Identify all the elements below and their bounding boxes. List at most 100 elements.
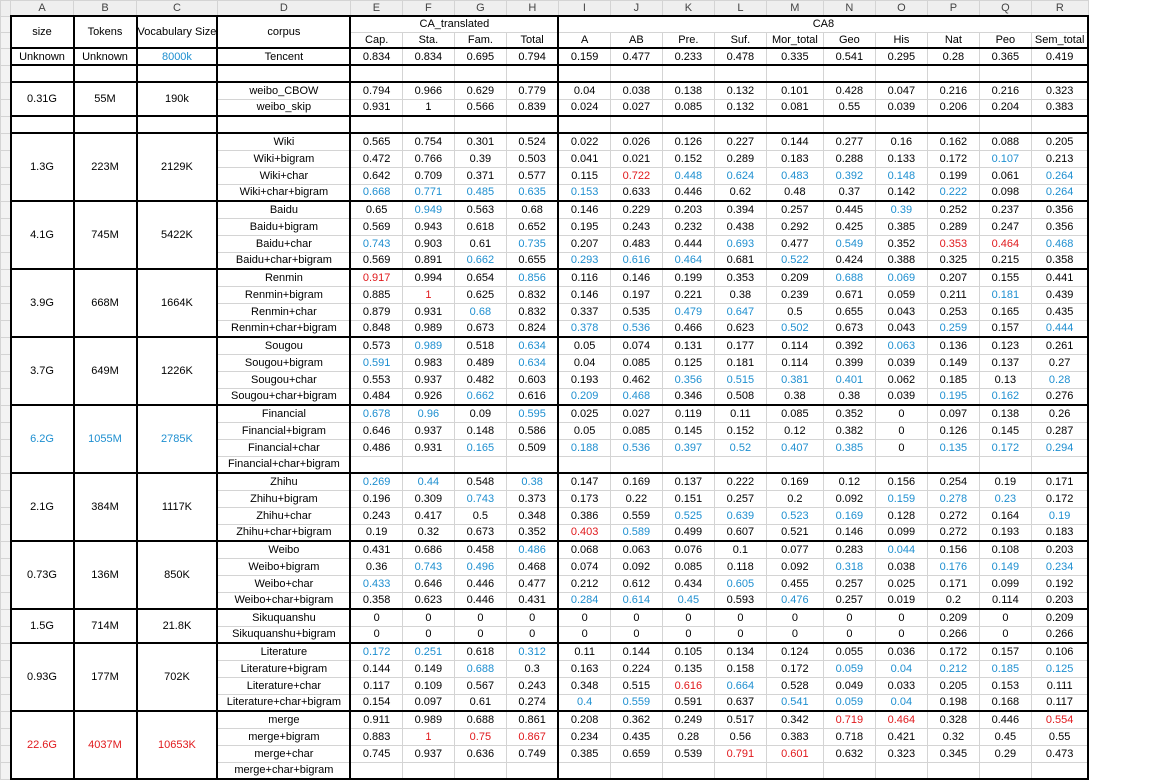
cell-k[interactable]: 0.085 xyxy=(661,557,715,576)
cell-f[interactable] xyxy=(401,761,455,780)
column-header-f[interactable]: F xyxy=(401,0,455,17)
corpus-cell[interactable]: Zhihu+char xyxy=(216,506,351,525)
row-number[interactable] xyxy=(0,15,11,33)
corpus-cell[interactable]: Baidu+char xyxy=(216,234,351,253)
corpus-cell[interactable]: Renmin+bigram xyxy=(216,285,351,304)
cell-g[interactable]: 0.371 xyxy=(453,166,507,185)
cell-o[interactable] xyxy=(874,115,928,134)
header-pre[interactable]: Pre. xyxy=(661,31,715,49)
cell-m[interactable] xyxy=(765,455,824,474)
cell-k[interactable]: 0.444 xyxy=(661,234,715,253)
cell-e[interactable]: 0.678 xyxy=(349,404,403,423)
header-vocabulary-size[interactable]: Vocabulary Size xyxy=(135,15,218,49)
cell-o[interactable]: 0.062 xyxy=(874,370,928,389)
cell-f[interactable]: 0.766 xyxy=(401,149,455,168)
corpus-cell[interactable]: weibo_skip xyxy=(216,98,351,117)
cell-e[interactable]: 0.65 xyxy=(349,200,403,219)
corpus-cell[interactable]: Weibo xyxy=(216,540,351,559)
cell-k[interactable]: 0.151 xyxy=(661,489,715,508)
cell-e[interactable]: 0.883 xyxy=(349,727,403,746)
cell-l[interactable]: 0.605 xyxy=(713,574,767,593)
cell-f[interactable]: 0.754 xyxy=(401,132,455,151)
cell-n[interactable]: 0.385 xyxy=(822,438,876,457)
tokens-cell[interactable]: Unknown xyxy=(72,47,137,66)
cell-g[interactable]: 0.688 xyxy=(453,659,507,678)
cell-n[interactable]: 0.673 xyxy=(822,319,876,338)
cell-e[interactable]: 0.668 xyxy=(349,183,403,202)
corpus-cell[interactable]: Baidu xyxy=(216,200,351,219)
cell-i[interactable]: 0.025 xyxy=(557,404,611,423)
cell-q[interactable]: 0.153 xyxy=(978,676,1032,695)
cell-h[interactable]: 0.312 xyxy=(505,642,559,661)
tokens-cell[interactable]: 136M xyxy=(72,540,137,610)
column-header-m[interactable]: M xyxy=(765,0,824,17)
vocabulary-size-cell[interactable]: 1664K xyxy=(135,268,218,338)
cell-e[interactable]: 0.243 xyxy=(349,506,403,525)
cell-p[interactable]: 0.172 xyxy=(926,642,980,661)
cell-r[interactable] xyxy=(1030,115,1090,134)
cell-m[interactable]: 0.114 xyxy=(765,336,824,355)
cell-q[interactable]: 0.204 xyxy=(978,98,1032,117)
cell-e[interactable]: 0.269 xyxy=(349,472,403,491)
row-number[interactable] xyxy=(0,676,11,695)
cell-l[interactable]: 0.289 xyxy=(713,149,767,168)
cell-h[interactable]: 0.431 xyxy=(505,591,559,610)
cell-n[interactable]: 0.541 xyxy=(822,47,876,66)
cell-r[interactable]: 0.266 xyxy=(1030,625,1090,644)
cell-r[interactable] xyxy=(1030,761,1090,780)
row-number[interactable] xyxy=(0,455,11,474)
cell-r[interactable]: 0.441 xyxy=(1030,268,1090,287)
cell-l[interactable]: 0.132 xyxy=(713,81,767,100)
cell-e[interactable]: 0.569 xyxy=(349,217,403,236)
header-sta[interactable]: Sta. xyxy=(401,31,455,49)
cell-q[interactable]: 0.29 xyxy=(978,744,1032,763)
cell-p[interactable]: 0.209 xyxy=(926,608,980,627)
cell-r[interactable] xyxy=(1030,455,1090,474)
corpus-cell[interactable]: Sikuquanshu xyxy=(216,608,351,627)
header-size[interactable]: size xyxy=(9,15,74,49)
cell-p[interactable]: 0.289 xyxy=(926,217,980,236)
cell-o[interactable]: 0.063 xyxy=(874,336,928,355)
cell-l[interactable]: 0.62 xyxy=(713,183,767,202)
cell-j[interactable]: 0.074 xyxy=(609,336,663,355)
cell-q[interactable] xyxy=(978,64,1032,83)
cell-i[interactable]: 0.04 xyxy=(557,353,611,372)
corpus-cell[interactable]: merge+char xyxy=(216,744,351,763)
cell-m[interactable]: 0.081 xyxy=(765,98,824,117)
cell-o[interactable]: 0.39 xyxy=(874,200,928,219)
cell-m[interactable] xyxy=(765,64,824,83)
cell-r[interactable]: 0.356 xyxy=(1030,200,1090,219)
cell-r[interactable]: 0.358 xyxy=(1030,251,1090,270)
cell-e[interactable] xyxy=(349,115,403,134)
cell-h[interactable]: 0.856 xyxy=(505,268,559,287)
cell-j[interactable]: 0 xyxy=(609,625,663,644)
cell-h[interactable]: 0.509 xyxy=(505,438,559,457)
column-header-a[interactable]: A xyxy=(10,0,74,17)
cell-n[interactable]: 0.382 xyxy=(822,421,876,440)
cell-q[interactable] xyxy=(978,115,1032,134)
cell-h[interactable]: 0.243 xyxy=(505,676,559,695)
cell-j[interactable]: 0.22 xyxy=(609,489,663,508)
cell-i[interactable]: 0.385 xyxy=(557,744,611,763)
corpus-cell[interactable]: Sougou+bigram xyxy=(216,353,351,372)
cell-r[interactable]: 0.261 xyxy=(1030,336,1090,355)
cell-q[interactable]: 0.155 xyxy=(978,268,1032,287)
cell-g[interactable]: 0.446 xyxy=(453,591,507,610)
cell-p[interactable]: 0.171 xyxy=(926,574,980,593)
cell-l[interactable]: 0.664 xyxy=(713,676,767,695)
cell-m[interactable]: 0.257 xyxy=(765,200,824,219)
cell-f[interactable]: 0.989 xyxy=(401,336,455,355)
cell-p[interactable]: 0.185 xyxy=(926,370,980,389)
cell-o[interactable]: 0.059 xyxy=(874,285,928,304)
cell-i[interactable]: 0.163 xyxy=(557,659,611,678)
cell-q[interactable]: 0.099 xyxy=(978,574,1032,593)
cell-m[interactable]: 0.292 xyxy=(765,217,824,236)
cell-n[interactable]: 0 xyxy=(822,608,876,627)
cell-m[interactable]: 0.521 xyxy=(765,523,824,542)
cell-h[interactable] xyxy=(505,64,559,83)
cell-i[interactable]: 0.068 xyxy=(557,540,611,559)
row-number[interactable] xyxy=(0,31,11,49)
cell-e[interactable]: 0.486 xyxy=(349,438,403,457)
cell-h[interactable]: 0.577 xyxy=(505,166,559,185)
corpus-cell[interactable]: Weibo+bigram xyxy=(216,557,351,576)
